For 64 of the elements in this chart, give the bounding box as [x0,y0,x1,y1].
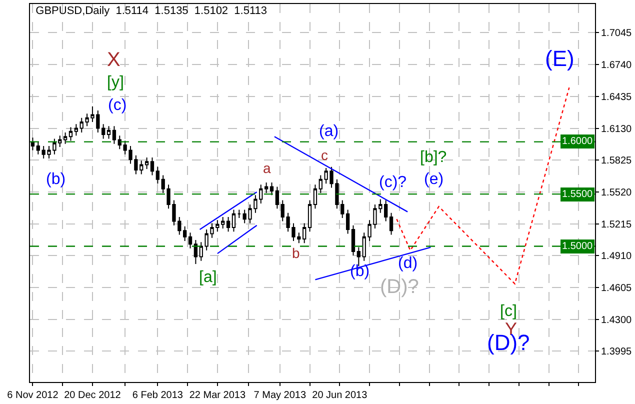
candlestick [389,212,394,236]
annotation: (E) [545,46,574,71]
x-tick-label: 6 Nov 2012 [7,390,59,401]
y-tick-label: 1.7045 [601,28,632,40]
candlestick [194,239,198,265]
candlestick [384,200,388,222]
x-tick-label: 20 Dec 2012 [64,390,122,401]
y-tick-label: 1.6435 [601,92,632,103]
annotation: [c] [500,303,517,320]
y-tick-label: 1.4300 [601,314,632,326]
candlestick [74,124,78,136]
candlestick [68,126,73,142]
candlestick [36,141,40,155]
candlestick [270,182,274,196]
y-tick-label: 1.5520 [601,187,632,198]
annotation: a [263,160,271,176]
x-tick-label: 20 Jun 2013 [312,390,368,401]
annotation: (c) [108,97,127,114]
candlestick [275,186,280,210]
chart-title: GBPUSD,Daily 1.5114 1.5135 1.5102 1.5113 [36,4,268,17]
annotation: (d) [398,255,418,272]
annotation: (b) [350,263,370,280]
candlestick [112,126,116,144]
candlestick [318,174,322,194]
candlestick [346,209,350,234]
candlestick [150,157,154,176]
y-tick-label: 1.5825 [601,156,632,167]
candlestick [232,209,236,232]
ref-line-label: 1.5000 [562,241,594,252]
y-tick-label: 1.5215 [601,219,632,230]
annotation: (D)? [380,276,419,298]
candlestick [351,224,356,256]
y-tick-label: 1.4910 [601,251,632,262]
y-tick-label: 1.3995 [601,346,632,358]
candlestick [237,209,241,219]
candlestick [183,226,187,242]
candlestick [313,184,318,210]
candlestick [188,232,192,249]
y-tick-label: 1.6130 [601,124,632,135]
x-tick-label: 6 Feb 2013 [132,390,184,401]
annotation: (e) [424,171,444,188]
candlestick [63,132,68,144]
annotation: X [107,49,120,71]
candlestick [144,157,149,170]
annotation: b [292,245,300,261]
annotation: (a) [319,123,339,140]
annotation: [a] [199,269,217,286]
candlestick [156,166,160,184]
ref-line-label: 1.5500 [562,189,594,200]
candlestick [308,200,312,232]
ref-line-label: 1.6000 [562,136,594,147]
candlestick [264,182,268,194]
candlestick [226,216,230,232]
candlestick [106,126,111,140]
annotation: c [321,147,328,163]
annotation: (b) [46,171,66,188]
y-tick-label: 1.6740 [601,60,632,72]
annotation: [y] [107,74,124,91]
x-tick-label: 7 May 2013 [254,390,306,401]
y-tick-label: 1.4605 [601,283,632,294]
x-tick-label: 22 Mar 2013 [189,390,246,401]
annotation: (c)? [379,174,407,191]
annotation: [b]? [420,149,447,166]
candlestick [102,124,106,140]
